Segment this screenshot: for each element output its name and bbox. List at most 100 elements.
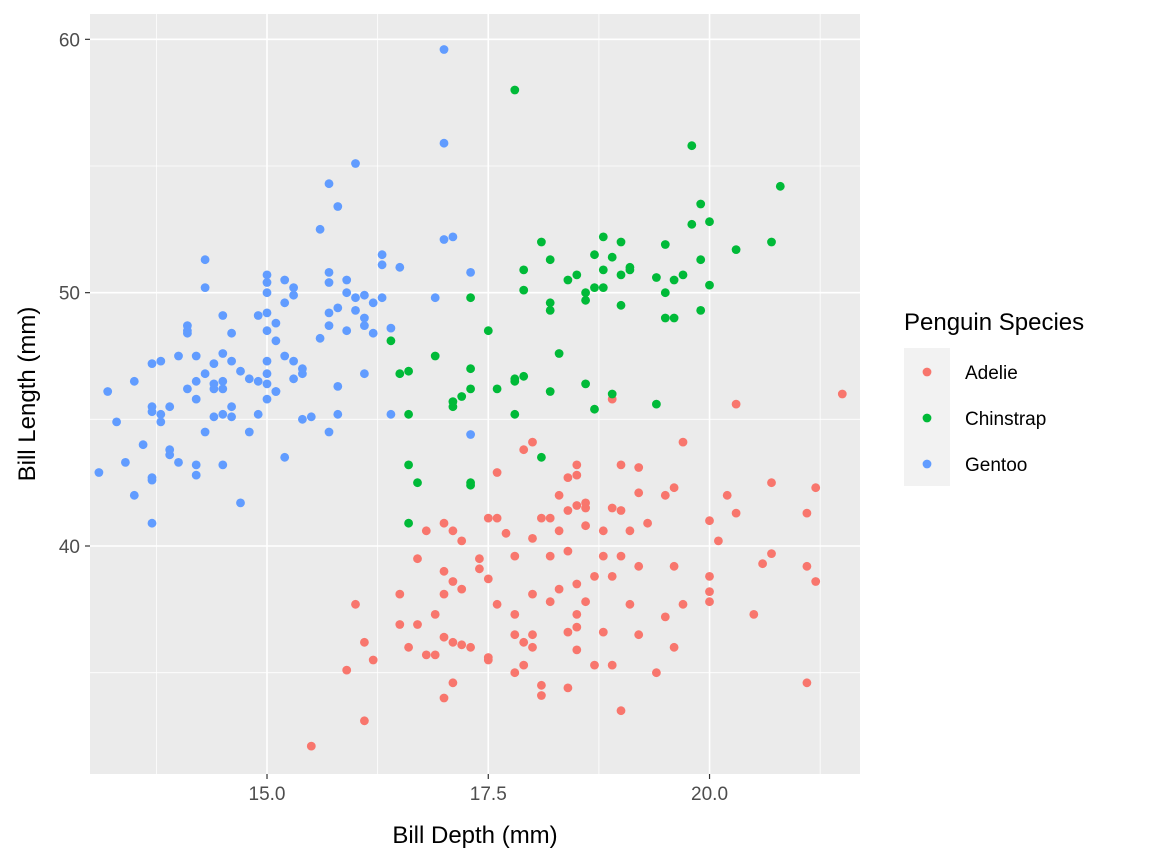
data-point [545,298,555,308]
legend-label-gentoo: Gentoo [965,455,1027,476]
data-point [360,637,369,647]
data-point [563,275,573,285]
data-point [705,572,714,581]
data-point [448,678,458,688]
data-point [439,138,449,148]
data-point [731,508,741,518]
data-point [209,359,219,368]
data-point [333,382,343,391]
data-point [545,255,555,265]
x-tick-label: 15.0 [249,784,286,805]
data-point [360,290,369,300]
data-point [492,513,502,523]
data-point [324,321,334,330]
data-point [439,235,449,244]
data-point [262,369,272,379]
data-point [147,518,157,528]
data-point [590,572,599,581]
y-axis: 40 50 60 [59,30,90,558]
data-point [775,181,785,191]
data-point [705,587,714,596]
data-point [696,255,706,265]
data-point [528,437,537,447]
data-point [262,288,272,298]
data-point [271,318,281,328]
data-point [200,283,210,292]
data-point [457,640,467,650]
data-point [545,597,555,607]
data-point [616,706,626,716]
data-point [306,741,316,751]
data-point [598,232,608,242]
data-point [669,561,679,571]
data-point [360,313,369,323]
data-point [572,622,582,632]
data-point [253,311,263,320]
data-point [218,384,228,394]
data-point [315,333,325,343]
data-point [395,262,405,272]
data-point [616,551,626,561]
data-point [244,427,254,437]
data-point [430,293,440,303]
data-point [404,409,413,419]
data-point [466,384,475,394]
data-point [218,376,228,386]
data-point [528,642,537,652]
series-gentoo [94,45,475,528]
data-point [572,645,582,655]
data-point [678,270,688,280]
data-point [563,506,573,515]
data-point [430,351,440,361]
data-point [147,473,157,482]
data-point [315,224,325,234]
data-point [572,470,582,480]
data-point [554,490,564,500]
data-point [262,326,272,336]
data-point [209,412,219,422]
data-point [298,414,307,424]
data-point [421,650,431,660]
data-point [351,159,360,168]
data-point [200,369,210,379]
data-point [687,141,697,151]
data-point [563,627,573,637]
data-point [660,490,670,500]
data-point [466,430,475,439]
data-point [147,402,157,412]
data-point [669,275,679,285]
data-point [183,326,192,336]
legend-label-chinstrap: Chinstrap [965,409,1046,430]
data-point [324,268,334,277]
data-point [652,668,661,678]
data-point [758,559,767,569]
legend-key-chinstrap [922,413,932,423]
data-point [767,478,776,488]
data-point [483,326,493,336]
data-point [457,584,467,594]
data-point [501,528,511,538]
data-point [121,458,130,467]
data-point [280,298,290,308]
data-point [607,660,617,670]
data-point [705,280,714,290]
data-point [590,660,599,670]
data-point [598,283,608,292]
data-point [519,265,529,275]
data-point [448,526,458,536]
data-point [351,599,360,609]
data-point [634,561,644,571]
data-point [572,579,582,589]
data-point [660,612,670,622]
data-point [421,526,431,536]
data-point [191,351,201,361]
data-point [218,311,228,320]
data-point [678,437,688,447]
data-point [218,409,228,419]
data-point [129,490,139,500]
data-point [475,564,484,574]
data-point [342,275,352,285]
data-point [156,356,166,366]
data-point [607,389,617,399]
data-point [413,620,422,629]
